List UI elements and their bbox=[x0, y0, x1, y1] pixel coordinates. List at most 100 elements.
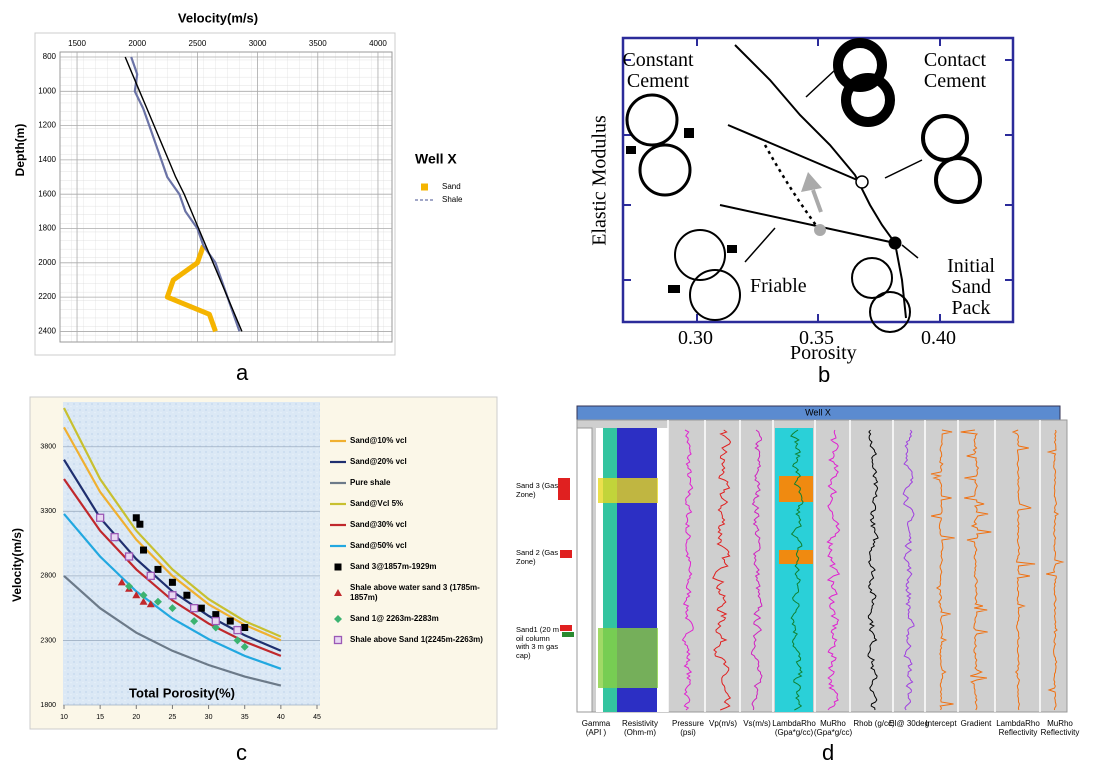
point bbox=[111, 534, 118, 541]
legend: Sand@10% vcl Sand@20% vcl Pure shale Sand@V… bbox=[330, 436, 492, 645]
point bbox=[183, 592, 190, 599]
legend-swatch bbox=[330, 635, 346, 645]
legend-label: Pure shale bbox=[350, 478, 390, 488]
y-tick-label: 1800 bbox=[40, 702, 56, 709]
track-label: MuRho Reflectivity bbox=[1037, 719, 1083, 737]
x-tick-label: 1500 bbox=[68, 39, 86, 48]
panel-label: d bbox=[822, 740, 834, 766]
legend-label: Sand@Vcl 5% bbox=[350, 499, 403, 509]
y-tick-label: 3300 bbox=[40, 508, 56, 515]
panel-label: c bbox=[236, 740, 247, 766]
diagram-label: Initial Sand Pack bbox=[936, 256, 1006, 319]
x-tick-label: 3000 bbox=[249, 39, 267, 48]
figure: Velocity(m/s) Depth(m) Well X Velocity(m… bbox=[0, 0, 1099, 767]
zone-markers bbox=[562, 632, 574, 637]
log-title: Well X bbox=[805, 407, 831, 417]
y-tick-label: 2400 bbox=[38, 327, 56, 336]
y-tick-label: 2800 bbox=[40, 573, 56, 580]
point bbox=[212, 618, 219, 625]
zone-label: Sand 2 (Gas Zone) bbox=[516, 549, 562, 566]
legend-title: Well X bbox=[415, 151, 457, 167]
legend-label: Sand@20% vcl bbox=[350, 457, 407, 467]
lambdarho-fill bbox=[775, 428, 813, 712]
y-tick-label: 3800 bbox=[40, 444, 56, 451]
legend-label: Sand@50% vcl bbox=[350, 541, 407, 551]
plot-area-c bbox=[63, 402, 320, 705]
diagram-label: Constant Cement bbox=[598, 50, 718, 92]
legend-label: Shale bbox=[442, 195, 463, 204]
x-tick-label: 3500 bbox=[309, 39, 327, 48]
legend-swatch bbox=[330, 520, 346, 530]
point bbox=[126, 553, 133, 560]
y-tick-label: 800 bbox=[43, 52, 57, 61]
y-tick-label: 2000 bbox=[38, 258, 56, 267]
legend-symbol bbox=[334, 615, 342, 623]
panel-label: b bbox=[818, 362, 830, 388]
x-tick-label: 4000 bbox=[369, 39, 387, 48]
x-tick-label: 35 bbox=[241, 714, 249, 721]
x-tick-label: 30 bbox=[205, 714, 213, 721]
legend-label: Sand@10% vcl bbox=[350, 436, 407, 446]
y-tick-label: 1200 bbox=[38, 121, 56, 130]
x-tick-label: 10 bbox=[60, 714, 68, 721]
sand-band bbox=[598, 628, 658, 688]
diagram-label: Friable bbox=[750, 276, 807, 297]
legend-label: Sand 3@1857m-1929m bbox=[350, 562, 437, 572]
legend-swatch bbox=[330, 588, 346, 598]
track-label: MuRho (Gpa*g/cc) bbox=[810, 719, 856, 737]
point bbox=[97, 514, 104, 521]
x-tick-label: 0.40 bbox=[921, 328, 956, 349]
y-tick-label: 2200 bbox=[38, 292, 56, 301]
point bbox=[198, 605, 205, 612]
track-label: Resistivity (Ohm-m) bbox=[617, 719, 663, 737]
point bbox=[169, 579, 176, 586]
x-tick-label: 40 bbox=[277, 714, 285, 721]
depth-track bbox=[577, 428, 592, 712]
legend-label: Shale above water sand 3 (1785m-1857m) bbox=[350, 583, 492, 603]
point bbox=[147, 572, 154, 579]
legend-item: Sand 3@1857m-1929m bbox=[330, 562, 492, 572]
track-label: Gamma (API ) bbox=[573, 719, 619, 737]
y-axis-label: Depth(m) bbox=[13, 124, 27, 177]
point bbox=[191, 605, 198, 612]
gas-fill bbox=[779, 476, 813, 502]
panel-label: a bbox=[236, 360, 248, 386]
point bbox=[234, 627, 241, 634]
point bbox=[169, 592, 176, 599]
legend-item: Sand@20% vcl bbox=[330, 457, 492, 467]
legend-swatch bbox=[330, 541, 346, 551]
y-axis-label: Elastic Modulus bbox=[590, 111, 611, 251]
y-tick-label: 1000 bbox=[38, 86, 56, 95]
legend-label: Shale above Sand 1(2245m-2263m) bbox=[350, 635, 483, 645]
point bbox=[227, 618, 234, 625]
legend-symbol bbox=[335, 564, 342, 571]
legend-swatch bbox=[330, 499, 346, 509]
sand-band bbox=[598, 478, 658, 503]
x-tick-label: 0.35 bbox=[799, 328, 834, 349]
legend-label: Sand bbox=[442, 182, 461, 191]
legend-symbol bbox=[335, 637, 342, 644]
legend-label: Sand 1@ 2263m-2283m bbox=[350, 614, 439, 624]
legend-item: Sand@30% vcl bbox=[330, 520, 492, 530]
point bbox=[154, 566, 161, 573]
gas-fill bbox=[779, 550, 813, 564]
legend-swatch bbox=[330, 614, 346, 624]
x-axis-label: Total Porosity(%) bbox=[129, 685, 235, 700]
zone-label: Sand 3 (Gas Zone) bbox=[516, 482, 562, 499]
legend-item: Sand 1@ 2263m-2283m bbox=[330, 614, 492, 624]
legend-item: Shale above water sand 3 (1785m-1857m) bbox=[330, 583, 492, 603]
legend-swatch bbox=[330, 436, 346, 446]
y-tick-label: 2300 bbox=[40, 637, 56, 644]
diagram-label: Contact Cement bbox=[900, 50, 1010, 92]
legend-swatch bbox=[330, 478, 346, 488]
legend-item: Sand@50% vcl bbox=[330, 541, 492, 551]
point bbox=[136, 521, 143, 528]
point bbox=[241, 624, 248, 631]
legend-swatch bbox=[330, 457, 346, 467]
x-tick-label: 2000 bbox=[128, 39, 146, 48]
track-label: LambdaRho Reflectivity bbox=[995, 719, 1041, 737]
legend-item: Sand@Vcl 5% bbox=[330, 499, 492, 509]
legend-symbol bbox=[334, 589, 342, 596]
y-tick-label: 1400 bbox=[38, 155, 56, 164]
legend-item: Sand@10% vcl bbox=[330, 436, 492, 446]
